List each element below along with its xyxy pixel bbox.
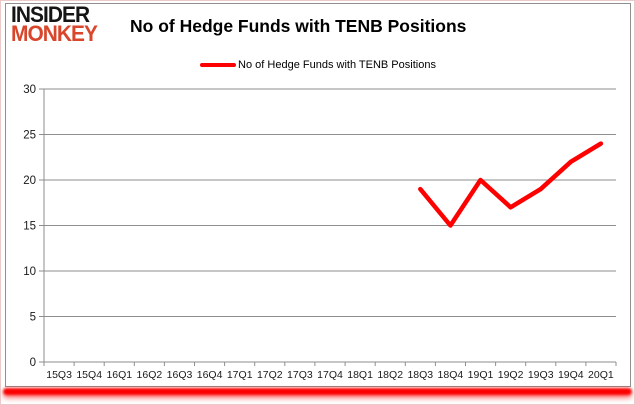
svg-text:15Q3: 15Q3 <box>46 369 72 381</box>
chart-card: INSIDER MONKEY No of Hedge Funds with TE… <box>5 3 631 387</box>
svg-text:16Q1: 16Q1 <box>106 369 132 381</box>
svg-text:16Q3: 16Q3 <box>167 369 193 381</box>
svg-text:17Q2: 17Q2 <box>257 369 283 381</box>
svg-text:18Q2: 18Q2 <box>377 369 403 381</box>
insider-monkey-logo: INSIDER MONKEY <box>11 2 102 46</box>
svg-text:15: 15 <box>23 221 36 233</box>
line-chart: 0 5 10 15 20 25 30 15Q3 15Q4 16Q1 16Q2 16Q3 16Q4 17Q1… <box>23 84 617 381</box>
svg-text:18Q4: 18Q4 <box>438 369 464 381</box>
svg-text:20Q1: 20Q1 <box>588 369 614 381</box>
chart-title: No of Hedge Funds with TENB Positions <box>130 16 467 36</box>
svg-text:17Q3: 17Q3 <box>287 369 313 381</box>
svg-text:5: 5 <box>30 312 36 324</box>
svg-text:18Q3: 18Q3 <box>407 369 433 381</box>
svg-text:20: 20 <box>23 175 36 187</box>
legend-line-swatch <box>200 63 237 67</box>
svg-text:25: 25 <box>23 130 36 142</box>
svg-text:10: 10 <box>23 266 36 278</box>
legend-label: No of Hedge Funds with TENB Positions <box>238 59 436 71</box>
svg-text:19Q2: 19Q2 <box>498 369 524 381</box>
svg-text:18Q1: 18Q1 <box>347 369 373 381</box>
svg-text:19Q1: 19Q1 <box>468 369 494 381</box>
svg-text:16Q4: 16Q4 <box>197 369 223 381</box>
svg-text:16Q2: 16Q2 <box>137 369 163 381</box>
svg-text:0: 0 <box>30 357 36 369</box>
logo-text-insider: INSIDER <box>11 2 90 27</box>
bottom-red-bar <box>3 388 632 395</box>
legend: No of Hedge Funds with TENB Positions <box>6 59 630 71</box>
svg-text:19Q3: 19Q3 <box>528 369 554 381</box>
svg-text:30: 30 <box>23 84 36 96</box>
svg-text:15Q4: 15Q4 <box>76 369 102 381</box>
svg-text:17Q4: 17Q4 <box>317 369 343 381</box>
logo-text-monkey: MONKEY <box>11 20 98 46</box>
svg-text:17Q1: 17Q1 <box>227 369 253 381</box>
svg-text:19Q4: 19Q4 <box>558 369 584 381</box>
